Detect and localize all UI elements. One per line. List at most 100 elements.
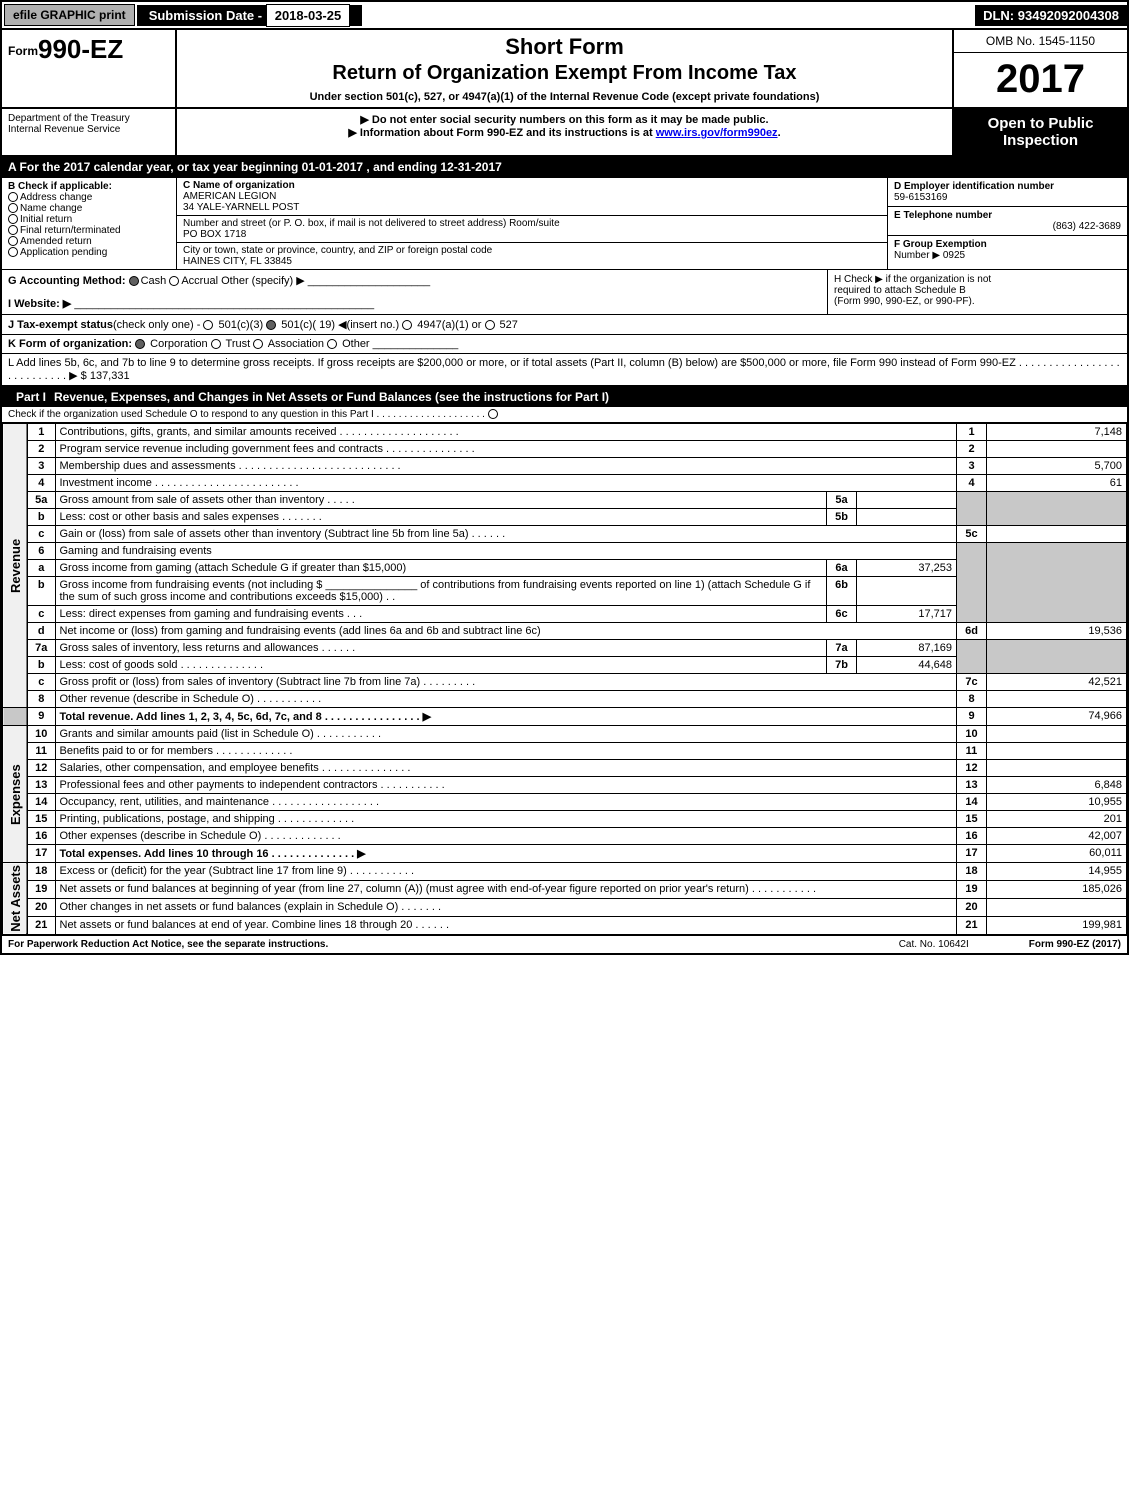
row-5b-num: b xyxy=(27,509,55,526)
instr2-pre: ▶ Information about Form 990-EZ and its … xyxy=(348,127,655,139)
row-12-desc: Salaries, other compensation, and employ… xyxy=(55,760,957,777)
side-blank xyxy=(3,708,28,726)
tax-year-end: 12-31-2017 xyxy=(440,160,501,174)
org-name-1: AMERICAN LEGION xyxy=(183,191,881,202)
submission-date-label: Submission Date - 2018-03-25 xyxy=(137,5,363,26)
col-c-org-info: C Name of organization AMERICAN LEGION 3… xyxy=(177,178,887,269)
chk-other-org[interactable] xyxy=(327,339,337,349)
chk-address-change[interactable]: Address change xyxy=(8,192,170,203)
chk-accrual[interactable] xyxy=(169,276,179,286)
chk-name-change[interactable]: Name change xyxy=(8,203,170,214)
footer-paperwork: For Paperwork Reduction Act Notice, see … xyxy=(8,939,899,950)
instr2-post: . xyxy=(778,127,781,139)
line-i: I Website: ▶ ___________________________… xyxy=(8,297,821,310)
org-city: HAINES CITY, FL 33845 xyxy=(183,256,881,267)
open-public-2: Inspection xyxy=(960,132,1121,149)
row-6a-sv: 37,253 xyxy=(857,560,957,577)
org-name-row: C Name of organization AMERICAN LEGION 3… xyxy=(177,178,887,216)
row-18-desc: Excess or (deficit) for the year (Subtra… xyxy=(55,863,957,881)
row-3-desc: Membership dues and assessments . . . . … xyxy=(55,458,957,475)
row-7a-num: 7a xyxy=(27,640,55,657)
lines-table: Revenue 1 Contributions, gifts, grants, … xyxy=(2,423,1127,935)
row-7b-desc: Less: cost of goods sold . . . . . . . .… xyxy=(55,657,827,674)
addr-row: Number and street (or P. O. box, if mail… xyxy=(177,216,887,243)
irs-label: Internal Revenue Service xyxy=(8,124,169,135)
dln: DLN: 93492092004308 xyxy=(975,5,1127,26)
row-17-ln: 17 xyxy=(957,845,987,863)
row-6c-desc: Less: direct expenses from gaming and fu… xyxy=(55,606,827,623)
row-1-val: 7,148 xyxy=(987,424,1127,441)
row-6d-num: d xyxy=(27,623,55,640)
chk-final-return[interactable]: Final return/terminated xyxy=(8,225,170,236)
chk-527[interactable] xyxy=(485,320,495,330)
row-18-ln: 18 xyxy=(957,863,987,881)
row-4-num: 4 xyxy=(27,475,55,492)
form-number: 990-EZ xyxy=(38,34,123,64)
chk-application-pending[interactable]: Application pending xyxy=(8,247,170,258)
city-label: City or town, state or province, country… xyxy=(183,245,881,256)
chk-trust[interactable] xyxy=(211,339,221,349)
row-6-num: 6 xyxy=(27,543,55,560)
org-address: PO BOX 1718 xyxy=(183,229,881,240)
row-15-val: 201 xyxy=(987,811,1127,828)
subdate-label-text: Submission Date - xyxy=(149,8,266,23)
tax-year: 2017 xyxy=(954,53,1127,106)
side-revenue: Revenue xyxy=(3,424,28,708)
row-6-grey-v xyxy=(987,543,1127,623)
row-9-num: 9 xyxy=(27,708,55,726)
row-10-ln: 10 xyxy=(957,726,987,743)
row-19-val: 185,026 xyxy=(987,880,1127,898)
row-7a-sn: 7a xyxy=(827,640,857,657)
f-num-value: 0925 xyxy=(943,250,965,261)
row-7c-desc: Gross profit or (loss) from sales of inv… xyxy=(55,674,957,691)
row-5a-desc: Gross amount from sale of assets other t… xyxy=(55,492,827,509)
chk-amended-return[interactable]: Amended return xyxy=(8,236,170,247)
row-15-desc: Printing, publications, postage, and shi… xyxy=(55,811,957,828)
row-7c-val: 42,521 xyxy=(987,674,1127,691)
row-4-desc: Investment income . . . . . . . . . . . … xyxy=(55,475,957,492)
row-13-num: 13 xyxy=(27,777,55,794)
line-l: L Add lines 5b, 6c, and 7b to line 9 to … xyxy=(2,354,1127,387)
side-expenses: Expenses xyxy=(3,726,28,863)
col-d-ein: D Employer identification number 59-6153… xyxy=(887,178,1127,269)
row-5ab-grey-v xyxy=(987,492,1127,526)
accrual-label: Accrual xyxy=(181,275,218,287)
row-20-desc: Other changes in net assets or fund bala… xyxy=(55,898,957,916)
row-7ab-grey xyxy=(957,640,987,674)
part-i-check: Check if the organization used Schedule … xyxy=(2,407,1127,423)
row-8-desc: Other revenue (describe in Schedule O) .… xyxy=(55,691,957,708)
header-row: Form990-EZ Short Form Return of Organiza… xyxy=(2,30,1127,109)
chk-501c3[interactable] xyxy=(203,320,213,330)
row-7c-num: c xyxy=(27,674,55,691)
row-7a-desc: Gross sales of inventory, less returns a… xyxy=(55,640,827,657)
row-1-ln: 1 xyxy=(957,424,987,441)
e-label: E Telephone number xyxy=(894,210,1121,221)
footer-catno: Cat. No. 10642I xyxy=(899,939,969,950)
row-6-desc: Gaming and fundraising events xyxy=(55,543,957,560)
j-label: J Tax-exempt status xyxy=(8,319,113,331)
row-11-num: 11 xyxy=(27,743,55,760)
g-label: G Accounting Method: xyxy=(8,275,126,287)
chk-schedule-o[interactable] xyxy=(488,409,498,419)
row-9-desc: Total revenue. Add lines 1, 2, 3, 4, 5c,… xyxy=(55,708,957,726)
row-15-num: 15 xyxy=(27,811,55,828)
irs-link[interactable]: www.irs.gov/form990ez xyxy=(656,127,778,139)
efile-print-button[interactable]: efile GRAPHIC print xyxy=(4,4,135,26)
phone-row: E Telephone number (863) 422-3689 xyxy=(888,207,1127,236)
row-6d-val: 19,536 xyxy=(987,623,1127,640)
chk-4947[interactable] xyxy=(402,320,412,330)
chk-501c[interactable] xyxy=(266,320,276,330)
row-9-val: 74,966 xyxy=(987,708,1127,726)
chk-cash[interactable] xyxy=(129,276,139,286)
chk-association[interactable] xyxy=(253,339,263,349)
row-13-val: 6,848 xyxy=(987,777,1127,794)
form-prefix: Form xyxy=(8,44,38,58)
row-5ab-grey xyxy=(957,492,987,526)
row-7b-num: b xyxy=(27,657,55,674)
line-g: G Accounting Method: Cash Accrual Other … xyxy=(8,274,821,287)
row-5a-sv xyxy=(857,492,957,509)
row-8-val xyxy=(987,691,1127,708)
under-section: Under section 501(c), 527, or 4947(a)(1)… xyxy=(185,91,944,103)
chk-initial-return[interactable]: Initial return xyxy=(8,214,170,225)
chk-corporation[interactable] xyxy=(135,339,145,349)
